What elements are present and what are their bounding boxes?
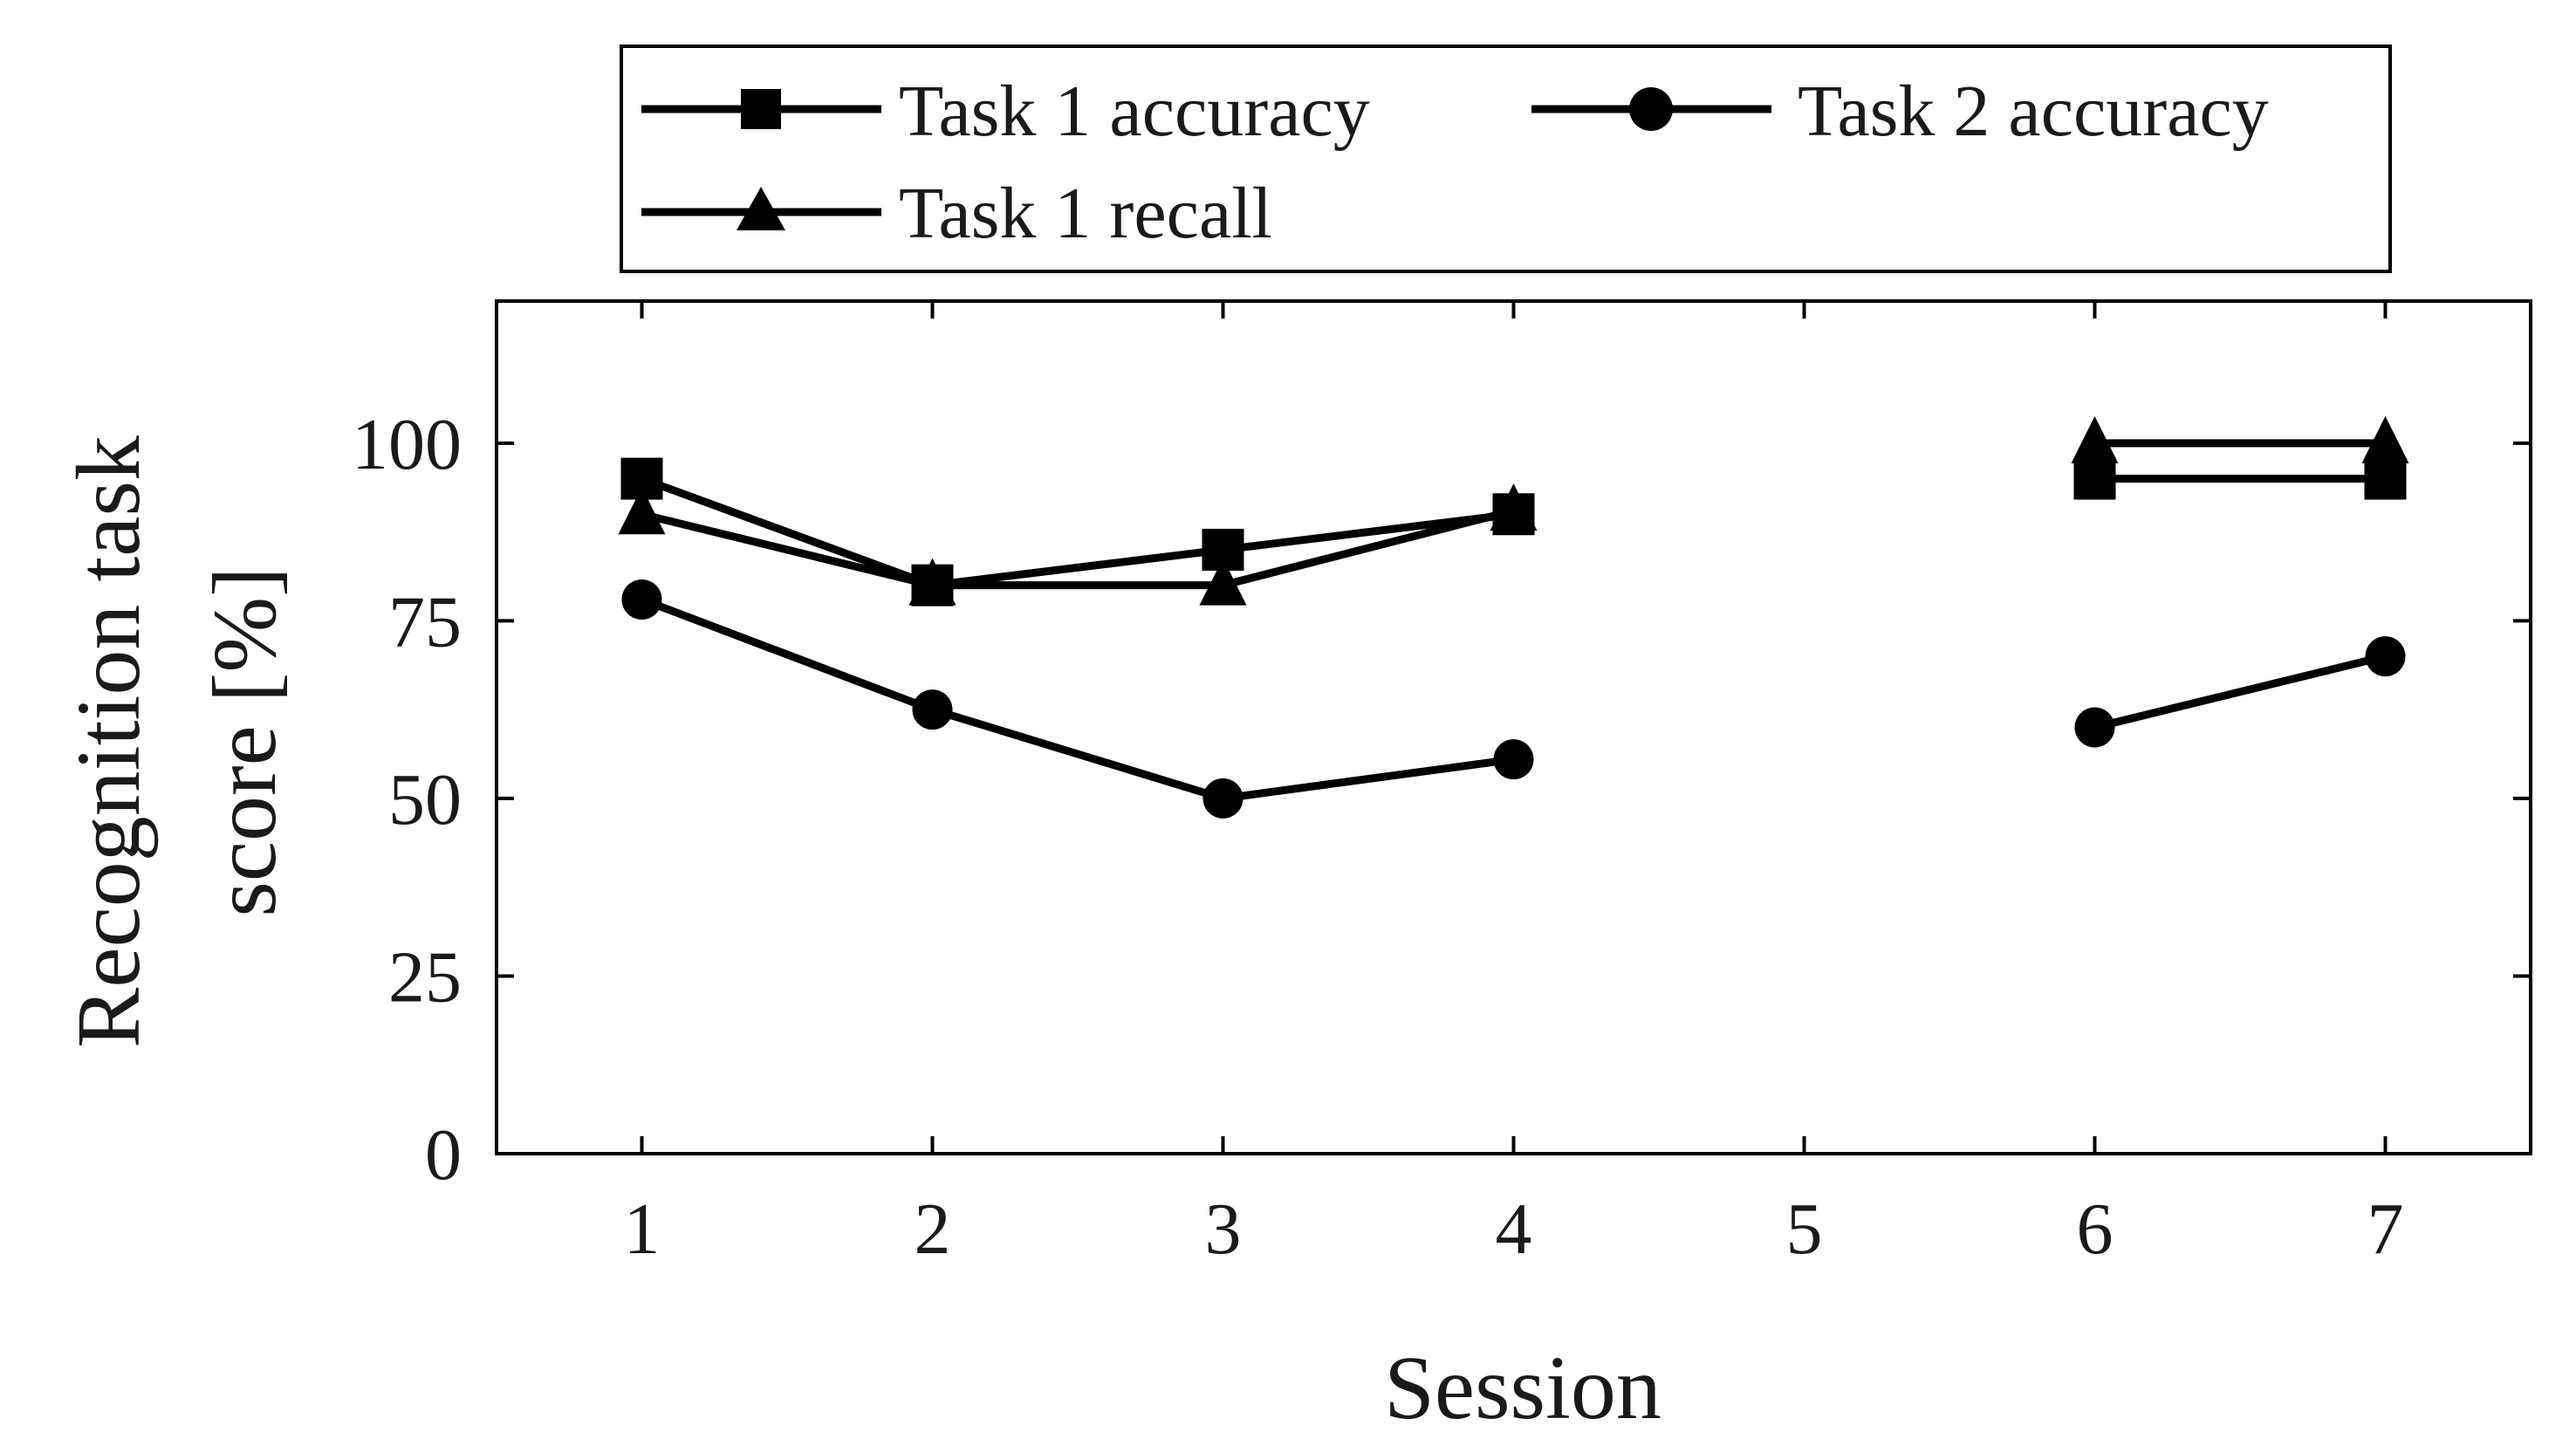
legend-entry-task2-accuracy: Task 2 accuracy	[1531, 71, 2269, 152]
x-tick-label: 6	[2077, 1189, 2114, 1270]
data-point-triangle	[908, 558, 956, 606]
series-line	[2093, 652, 2387, 731]
series-line	[640, 595, 1515, 803]
data-point-circle	[2365, 636, 2406, 677]
data-point-circle	[621, 579, 662, 620]
data-point-circle	[1202, 778, 1243, 819]
y-axis-title: Recognition task score [%]	[58, 435, 295, 1048]
legend-label-task2-accuracy: Task 2 accuracy	[1798, 71, 2269, 152]
series-circle	[621, 579, 2406, 819]
series-triangle	[618, 415, 2409, 606]
legend-box	[620, 45, 2392, 273]
data-point-square	[2364, 457, 2407, 500]
y-tick-label: 50	[388, 759, 462, 840]
data-point-triangle	[618, 487, 666, 535]
legend: Task 1 accuracy Task 2 accuracy Task 1 r…	[620, 45, 2392, 273]
x-tick-label: 3	[1205, 1189, 1242, 1270]
series-lines	[618, 415, 2409, 819]
x-tick-label: 4	[1496, 1189, 1532, 1270]
y-tick-label: 25	[388, 936, 462, 1018]
data-point-triangle	[2071, 415, 2119, 463]
legend-label-task1-accuracy: Task 1 accuracy	[899, 71, 1370, 152]
x-tick-label: 5	[1786, 1189, 1823, 1270]
y-tick-label: 75	[388, 581, 462, 662]
series-line	[640, 475, 1515, 590]
data-point-triangle	[1199, 558, 1247, 606]
data-point-circle	[912, 689, 953, 730]
data-point-circle	[2074, 707, 2115, 748]
x-tick-label: 1	[624, 1189, 661, 1270]
y-tick-label: 100	[352, 404, 462, 485]
legend-entry-task1-accuracy: Task 1 accuracy	[641, 71, 1370, 152]
data-point-square	[2073, 457, 2116, 500]
y-axis-title-line-2: score [%]	[195, 566, 295, 916]
y-axis-title-line-1: Recognition task	[58, 435, 159, 1048]
series-line	[641, 506, 1515, 590]
legend-marker-square	[741, 89, 781, 129]
data-point-triangle	[1490, 483, 1538, 531]
x-tick-label: 2	[915, 1189, 951, 1270]
legend-entry-task1-recall: Task 1 recall	[641, 173, 1272, 254]
data-point-circle	[1493, 739, 1534, 780]
x-axis-title: Session	[1384, 1338, 1661, 1438]
data-point-triangle	[2361, 415, 2409, 463]
axis-ticks: 1 2 3 4 5 6 7 0 25 50 75 100	[352, 301, 2531, 1270]
legend-marker-circle	[1629, 87, 1673, 131]
legend-label-task1-recall: Task 1 recall	[899, 173, 1272, 254]
y-tick-label: 0	[425, 1114, 462, 1196]
legend-marker-triangle	[736, 187, 785, 230]
x-tick-label: 7	[2367, 1189, 2404, 1270]
